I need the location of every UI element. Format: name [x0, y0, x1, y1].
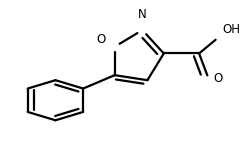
Text: OH: OH — [222, 23, 240, 36]
Text: O: O — [96, 33, 105, 46]
Text: O: O — [214, 72, 223, 85]
Text: N: N — [138, 8, 147, 21]
